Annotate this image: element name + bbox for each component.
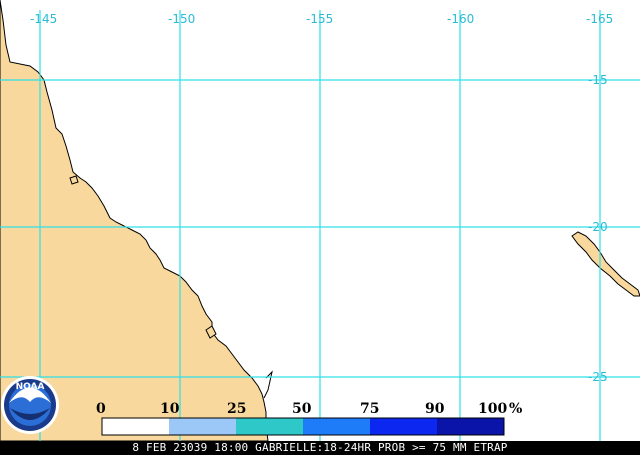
legend-bin-0 xyxy=(102,418,169,435)
noaa-logo-text: NOAA xyxy=(16,382,45,392)
island-3 xyxy=(263,370,273,399)
legend-value-100: 100 xyxy=(478,401,507,417)
legend-bin-3 xyxy=(303,418,370,435)
graticule xyxy=(0,10,640,441)
caption-bar: 8 FEB 23039 18:00 GABRIELLE:18-24HR PROB… xyxy=(0,441,640,455)
legend-border xyxy=(101,417,505,436)
legend-value-0: 0 xyxy=(96,401,106,417)
legend-value-25: 25 xyxy=(227,401,246,417)
legend-bin-5 xyxy=(437,418,504,435)
legend-value-75: 75 xyxy=(360,401,379,417)
lon-label-165: -165 xyxy=(586,12,613,26)
legend-unit: % xyxy=(509,401,522,417)
legend-value-90: 90 xyxy=(425,401,445,417)
lon-label-145: -145 xyxy=(30,12,57,26)
legend-bin-4 xyxy=(370,418,437,435)
legend-bin-1 xyxy=(169,418,236,435)
lon-label-160: -160 xyxy=(447,12,474,26)
legend-color-bar xyxy=(101,417,505,436)
legend-value-50: 50 xyxy=(292,401,312,417)
legend-value-10: 10 xyxy=(160,401,180,417)
legend-bin-2 xyxy=(236,418,303,435)
lat-label-15: -15 xyxy=(588,73,608,87)
noaa-gull-icon xyxy=(9,387,51,403)
lat-label-20: -20 xyxy=(588,220,608,234)
land-australia xyxy=(0,0,269,442)
noaa-logo: NOAA xyxy=(1,376,59,434)
lon-label-150: -150 xyxy=(168,12,195,26)
lat-label-25: -25 xyxy=(588,370,608,384)
island-1 xyxy=(69,175,79,185)
land-new-caledonia xyxy=(571,231,640,297)
lon-label-155: -155 xyxy=(306,12,333,26)
legend: 0 10 25 50 75 90 100 % xyxy=(96,401,522,436)
island-2 xyxy=(205,325,217,339)
